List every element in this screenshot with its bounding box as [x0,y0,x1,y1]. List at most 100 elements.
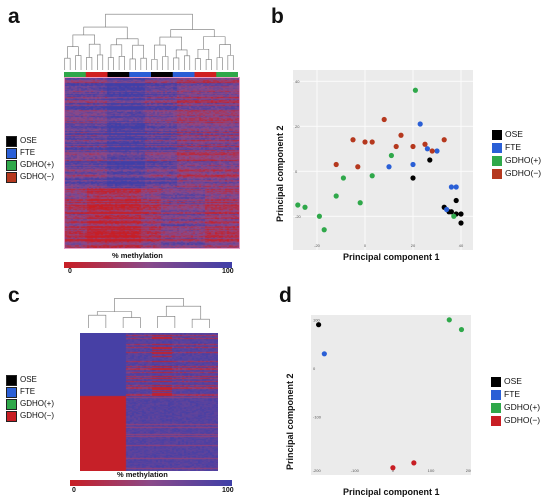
dendrogram-branch [170,29,215,38]
dendrogram-branch [114,298,184,312]
x-tick-label: 200 [466,468,471,473]
x-tick-label: 0 [392,468,395,473]
scatter-point [321,227,327,233]
scatter-point [451,213,457,219]
legend-c-swatch [6,374,17,386]
scatter-point [369,173,375,179]
scatter-point [316,322,322,328]
group-bar-segment [194,72,217,81]
scatter-point [410,143,416,150]
pca-d-plot: -200 -100 0 100 200 100 0 -100 [311,315,471,475]
scatter-point [362,139,368,145]
scatter-point [350,137,356,143]
legend-b-swatch [492,155,502,166]
x-tick-label: -200 [313,468,322,473]
colorbar-a [64,262,232,268]
x-tick-label: 0 [364,243,367,248]
legend-b-item: OSE [492,128,541,141]
dendrogram-branch [105,13,193,30]
scatter-point [424,146,430,152]
heatmap-a [64,77,240,249]
dendrogram-c [88,298,210,328]
y-tick-label: 100 [313,317,320,322]
legend-b-label: FTE [505,142,522,152]
legend-a-label: GDHO(+) [20,160,54,169]
legend-d-label: FTE [504,389,521,399]
legend-a-swatch [6,159,17,171]
scatter-point [357,200,363,206]
dendrogram-branch [203,36,226,50]
scatter-point [434,148,440,154]
panel-a-letter: a [8,5,20,28]
scatter-point [321,351,327,357]
scatter-point [390,465,396,471]
scatter-point [355,164,361,170]
legend-a-label: FTE [20,148,36,157]
scatter-point [393,143,399,150]
legend-c-label: GDHO(+) [20,399,54,408]
legend-d-swatch [491,402,501,413]
x-tick-label: 100 [428,468,435,473]
group-bar-segment [151,72,174,81]
legend-b-label: GDHO(−) [505,168,542,178]
legend-d: OSE FTE GDHO(+) GDHO(−) [491,375,540,427]
legend-c-swatch [6,386,17,398]
legend-d-swatch [491,415,501,426]
scatter-point [458,220,464,226]
pca-b-ylabel: Principal component 2 [275,125,285,222]
dendrogram-branch [227,55,234,70]
legend-b-item: GDHO(−) [492,167,541,180]
heatmap-c [80,333,218,471]
legend-d-item: OSE [491,375,540,388]
y-tick-label: -20 [295,214,302,219]
dendrogram-branch [216,57,223,70]
scatter-point [398,132,404,138]
y-tick-label: 20 [295,124,300,129]
scatter-point [448,184,454,190]
y-tick-label: -100 [313,414,322,419]
dendrogram-branch [67,46,79,59]
legend-c-item: GDHO(+) [6,398,54,410]
scatter-point [302,204,308,210]
legend-a-swatch [6,171,17,183]
colorbar-c-title: % methylation [117,470,168,479]
legend-d-label: GDHO(−) [504,415,541,425]
panel-c-letter: c [8,284,20,307]
scatter-point [444,206,450,213]
dendrogram-branch [197,48,210,60]
legend-a-item: FTE [6,147,54,159]
scatter-point [427,157,433,163]
scatter-point [295,202,301,208]
legend-b-label: OSE [505,129,523,139]
scatter-point [441,137,447,143]
legend-c-item: FTE [6,386,54,398]
plot-background [293,70,473,250]
legend-b-item: FTE [492,141,541,154]
scatter-point [458,326,465,333]
scatter-point [381,116,387,123]
colorbar-c [70,480,232,486]
group-bar-segment [216,72,239,81]
scatter-point [417,121,423,127]
scatter-point [316,213,322,219]
legend-a: OSE FTE GDHO(+) GDHO(−) [6,135,54,183]
legend-b-swatch [492,142,502,153]
dendrogram-branch [88,43,101,58]
dendrogram-branch [129,58,136,70]
scatter-point [429,148,435,154]
scatter-point [412,87,418,93]
legend-c-label: OSE [20,375,37,384]
scatter-point [458,211,464,217]
group-bar-segment [64,72,87,81]
dendrogram-a [64,13,234,70]
colorbar-c-min: 0 [72,487,76,494]
scatter-point [448,209,454,215]
legend-b-swatch [492,168,502,179]
dendrogram-branch [159,36,182,50]
legend-a-item: GDHO(−) [6,171,54,183]
legend-d-label: OSE [504,376,522,386]
dendrogram-branch [132,44,144,59]
dendrogram-branch [205,59,212,70]
legend-b-item: GDHO(+) [492,154,541,167]
legend-d-swatch [491,389,501,400]
